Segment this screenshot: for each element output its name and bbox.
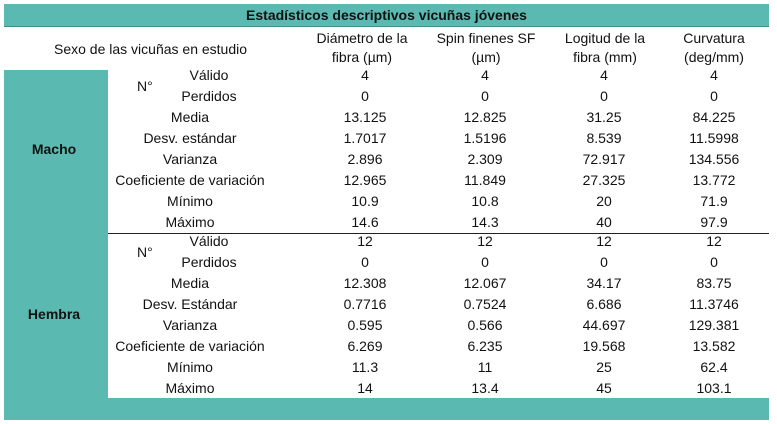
table-cell: 1.7017 [343,130,387,146]
row-label-coeficiente: Coeficiente de variación [115,172,265,188]
row-label-desv: Desv. Estándar [142,296,238,312]
table-cell: 0 [481,254,489,270]
table-cell: 12.825 [463,109,507,125]
table-cell: 14.3 [471,214,499,230]
row-label-media: Media [170,275,210,291]
table-cell: 12.308 [343,275,387,291]
table-cell: 12 [477,233,493,249]
table-cell: 6.235 [467,338,503,354]
table-cell: 12 [706,233,722,249]
group-label-hembra: Hembra [27,306,81,322]
table-cell: 12 [596,233,612,249]
table-cell: 40 [596,214,612,230]
table-cell: 13.772 [692,172,736,188]
table-cell: 10.9 [351,193,379,209]
table-cell: 0.7524 [463,296,507,312]
row-label-maximo: Máximo [165,380,215,396]
stats-table: Estadísticos descriptivos vicuñas jóvene… [4,4,769,420]
table-cell: 0.7716 [343,296,387,312]
table-header: Sexo de las vicuñas en estudio Diámetro … [4,27,769,70]
table-cell: 12 [357,233,373,249]
table-cell: 45 [596,380,612,396]
table-cell: 13.4 [471,380,499,396]
table-cell: 0 [600,254,608,270]
table-cell: 34.17 [586,275,622,291]
table-cell: 13.582 [692,338,736,354]
table-cell: 83.75 [696,275,732,291]
table-cell: 4 [361,67,369,83]
table-cell: 6.269 [347,338,383,354]
table-cell: 11.5998 [689,130,739,146]
row-label-valido: Válido [189,233,229,249]
n-label-hembra: N° [137,244,153,260]
table-cell: 62.4 [700,359,728,375]
table-cell: 11.849 [464,172,506,188]
table-cell: 27.325 [582,172,626,188]
table-cell: 134.556 [688,151,740,167]
table-cell: 6.686 [586,296,622,312]
table-cell: 97.9 [700,214,728,230]
table-cell: 10.8 [471,193,499,209]
group-label-macho: Macho [31,141,77,157]
n-label-macho: N° [137,78,153,94]
table-cell: 0 [361,88,369,104]
row-label-media: Media [170,109,210,125]
group-panel-macho [108,70,769,233]
table-cell: 71.9 [700,193,728,209]
table-cell: 0 [481,88,489,104]
table-cell: 2.896 [347,151,383,167]
table-cell: 13.125 [343,109,387,125]
table-cell: 11.3746 [689,296,739,312]
table-cell: 44.697 [582,317,626,333]
group-panel-hembra [108,234,769,398]
row-label-perdidos: Perdidos [181,254,237,270]
col-header-diametro: Diámetro de la fibra (µm) [316,30,408,65]
table-cell: 11 [477,359,493,375]
table-cell: 103.1 [696,380,732,396]
table-cell: 11.3 [351,359,379,375]
table-cell: 8.539 [586,130,622,146]
row-label-varianza: Varianza [162,151,218,167]
row-label-coeficiente: Coeficiente de variación [115,338,265,354]
table-cell: 14 [357,380,373,396]
table-cell: 19.568 [582,338,626,354]
table-cell: 12.067 [463,275,507,291]
row-label-valido: Válido [189,67,229,83]
row-label-minimo: Mínimo [167,193,213,209]
col-header-spin: Spin finenes SF (µm) [436,30,536,65]
table-cell: 4 [481,67,489,83]
group-divider [108,233,769,234]
group-header: Sexo de las vicuñas en estudio [54,41,248,57]
col-header-longitud: Logitud de la fibra (mm) [564,30,646,65]
table-cell: 14.6 [351,214,379,230]
table-cell: 4 [710,67,718,83]
table-cell: 25 [596,359,612,375]
row-label-maximo: Máximo [165,214,215,230]
table-title: Estadísticos descriptivos vicuñas jóvene… [246,7,527,23]
table-cell: 31.25 [586,109,622,125]
row-label-perdidos: Perdidos [181,88,237,104]
table-cell: 0 [600,88,608,104]
table-cell: 84.225 [692,109,736,125]
table-cell: 129.381 [688,317,740,333]
table-cell: 2.309 [467,151,503,167]
table-cell: 0 [361,254,369,270]
table-cell: 20 [596,193,612,209]
table-cell: 0 [710,254,718,270]
table-cell: 0 [710,88,718,104]
title-divider [4,26,769,27]
table-cell: 72.917 [582,151,626,167]
row-label-desv: Desv. estándar [143,130,237,146]
table-cell: 4 [600,67,608,83]
table-cell: 0.566 [467,317,503,333]
table-cell: 12.965 [343,172,387,188]
row-label-minimo: Mínimo [167,359,213,375]
table-cell: 0.595 [347,317,383,333]
row-label-varianza: Varianza [162,317,218,333]
table-cell: 1.5196 [463,130,507,146]
col-header-curvatura: Curvatura (deg/mm) [683,30,745,65]
